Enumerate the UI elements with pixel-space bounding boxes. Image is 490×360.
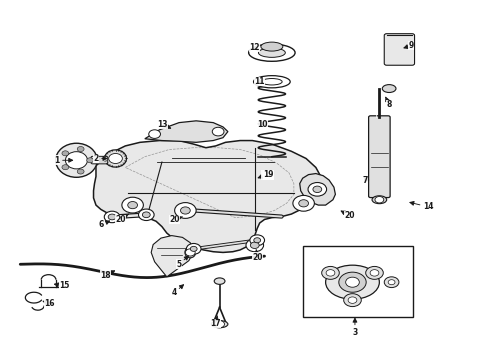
Circle shape [250, 242, 259, 248]
Polygon shape [151, 235, 194, 277]
Text: 6: 6 [98, 220, 110, 229]
Ellipse shape [253, 76, 290, 88]
Text: 20: 20 [115, 214, 128, 224]
Bar [303, 246, 413, 317]
Text: 15: 15 [54, 281, 70, 290]
Ellipse shape [261, 42, 283, 51]
Text: 20: 20 [252, 249, 263, 262]
FancyBboxPatch shape [91, 156, 108, 164]
Text: 16: 16 [43, 299, 55, 308]
Circle shape [246, 239, 264, 252]
Text: 13: 13 [157, 120, 171, 129]
Circle shape [384, 277, 399, 288]
Text: 19: 19 [258, 170, 272, 179]
Circle shape [62, 151, 69, 156]
Text: 1: 1 [54, 156, 73, 165]
Text: 8: 8 [386, 97, 392, 109]
Ellipse shape [372, 196, 387, 204]
Text: 4: 4 [172, 285, 184, 297]
Circle shape [250, 235, 265, 246]
Circle shape [62, 165, 69, 170]
Text: 12: 12 [249, 43, 260, 52]
Ellipse shape [214, 278, 225, 284]
Circle shape [143, 212, 150, 218]
Text: 20: 20 [341, 211, 355, 220]
Ellipse shape [326, 265, 379, 299]
Circle shape [87, 158, 94, 163]
Circle shape [308, 183, 327, 196]
Circle shape [326, 270, 335, 276]
Circle shape [215, 320, 224, 328]
Text: 17: 17 [210, 316, 221, 328]
Circle shape [313, 186, 322, 193]
Circle shape [77, 147, 84, 152]
Circle shape [108, 214, 116, 220]
Circle shape [370, 270, 379, 276]
Circle shape [339, 272, 366, 292]
Circle shape [254, 238, 261, 243]
FancyBboxPatch shape [368, 116, 390, 198]
Text: 9: 9 [404, 41, 414, 50]
Ellipse shape [248, 44, 295, 61]
Circle shape [185, 249, 195, 256]
Polygon shape [300, 174, 335, 205]
Polygon shape [94, 140, 321, 252]
Circle shape [388, 280, 395, 285]
Text: 11: 11 [254, 77, 265, 86]
Ellipse shape [56, 143, 97, 177]
Circle shape [174, 203, 196, 219]
Circle shape [180, 207, 190, 214]
Circle shape [375, 197, 384, 203]
Circle shape [149, 130, 160, 138]
Circle shape [186, 243, 201, 254]
Circle shape [366, 266, 383, 279]
Text: 14: 14 [410, 202, 434, 211]
Ellipse shape [104, 150, 126, 167]
Circle shape [345, 277, 359, 287]
Ellipse shape [262, 78, 282, 85]
Circle shape [322, 266, 339, 279]
Text: 20: 20 [169, 215, 182, 224]
Text: 19: 19 [263, 170, 274, 179]
Circle shape [122, 197, 144, 213]
Circle shape [343, 294, 361, 307]
Circle shape [293, 195, 315, 211]
Text: 2: 2 [94, 154, 107, 163]
Circle shape [299, 200, 309, 207]
Circle shape [77, 169, 84, 174]
Polygon shape [145, 121, 228, 142]
Text: 3: 3 [352, 318, 358, 337]
Circle shape [104, 211, 120, 223]
Ellipse shape [211, 320, 228, 328]
Text: 10: 10 [257, 120, 268, 129]
Circle shape [128, 202, 138, 209]
Circle shape [190, 246, 197, 251]
Text: 7: 7 [362, 176, 368, 185]
Circle shape [109, 153, 122, 163]
Text: 18: 18 [100, 270, 115, 279]
Circle shape [139, 209, 154, 221]
Circle shape [212, 127, 224, 136]
Ellipse shape [258, 48, 285, 57]
FancyBboxPatch shape [384, 34, 415, 65]
Text: 5: 5 [176, 256, 189, 269]
Ellipse shape [382, 85, 396, 93]
Ellipse shape [185, 247, 196, 258]
Ellipse shape [66, 152, 87, 169]
Circle shape [348, 297, 357, 303]
